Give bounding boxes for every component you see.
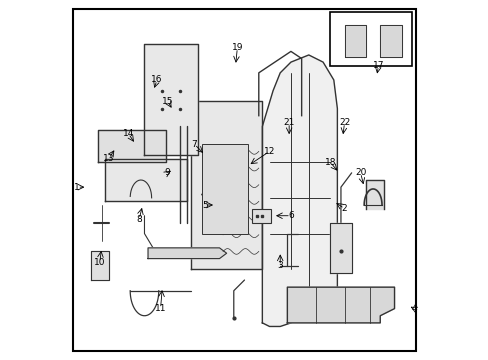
Polygon shape bbox=[262, 55, 337, 327]
Text: 7: 7 bbox=[191, 140, 197, 149]
Text: 17: 17 bbox=[372, 61, 384, 70]
Bar bbox=[251, 208, 271, 223]
Text: 1: 1 bbox=[74, 183, 80, 192]
Polygon shape bbox=[380, 24, 401, 57]
Text: 14: 14 bbox=[122, 129, 134, 138]
Text: 13: 13 bbox=[103, 154, 114, 163]
Text: 18: 18 bbox=[324, 158, 335, 167]
Text: 22: 22 bbox=[338, 118, 349, 127]
Text: 20: 20 bbox=[354, 168, 366, 177]
Bar bbox=[329, 12, 411, 66]
Polygon shape bbox=[144, 44, 198, 155]
Text: 4: 4 bbox=[410, 304, 416, 313]
Text: 8: 8 bbox=[136, 215, 142, 224]
Text: 3: 3 bbox=[277, 261, 283, 270]
Text: 12: 12 bbox=[264, 147, 275, 156]
Text: 21: 21 bbox=[283, 118, 294, 127]
Text: 11: 11 bbox=[155, 304, 166, 313]
Text: 10: 10 bbox=[94, 258, 105, 267]
Bar bbox=[201, 144, 247, 234]
Polygon shape bbox=[365, 180, 383, 208]
Polygon shape bbox=[91, 251, 108, 280]
Polygon shape bbox=[329, 223, 351, 273]
Text: 2: 2 bbox=[341, 204, 346, 213]
Polygon shape bbox=[105, 158, 187, 202]
Polygon shape bbox=[98, 130, 165, 162]
Polygon shape bbox=[190, 102, 262, 269]
Polygon shape bbox=[287, 287, 394, 323]
Text: 5: 5 bbox=[202, 201, 208, 210]
Polygon shape bbox=[344, 24, 365, 57]
Text: 15: 15 bbox=[162, 97, 173, 106]
Text: 6: 6 bbox=[287, 211, 293, 220]
Text: 16: 16 bbox=[151, 76, 163, 85]
Polygon shape bbox=[148, 248, 226, 258]
Text: 19: 19 bbox=[231, 43, 243, 52]
Text: 9: 9 bbox=[164, 168, 170, 177]
